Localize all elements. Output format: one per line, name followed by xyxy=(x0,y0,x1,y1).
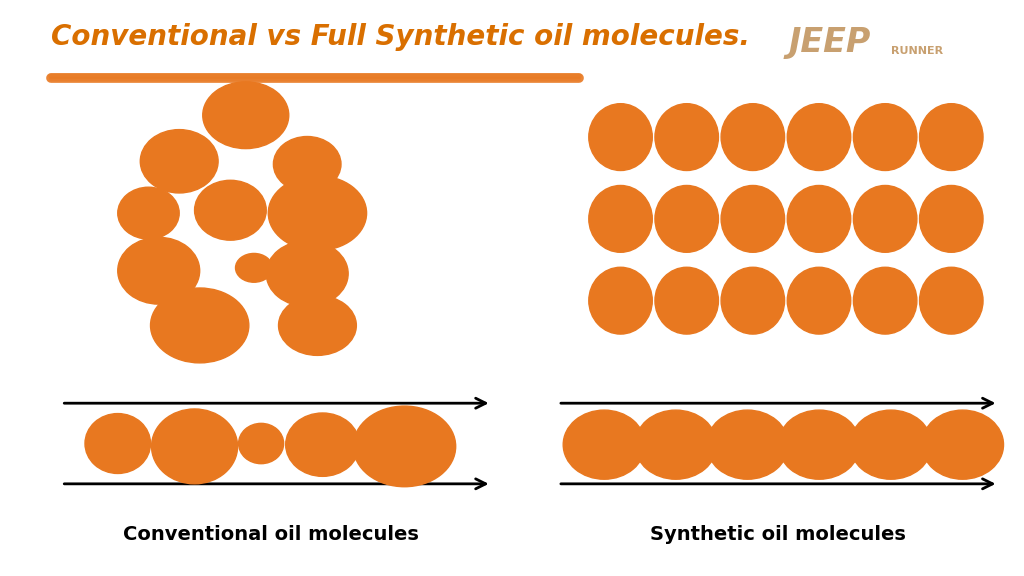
Ellipse shape xyxy=(778,410,860,479)
Ellipse shape xyxy=(118,237,200,304)
Ellipse shape xyxy=(353,406,456,487)
Ellipse shape xyxy=(655,104,719,170)
Ellipse shape xyxy=(920,185,983,252)
Text: Synthetic oil molecules: Synthetic oil molecules xyxy=(650,525,906,544)
Ellipse shape xyxy=(920,104,983,170)
Ellipse shape xyxy=(286,413,359,476)
Ellipse shape xyxy=(853,267,916,334)
Ellipse shape xyxy=(273,137,341,192)
Ellipse shape xyxy=(787,185,851,252)
Ellipse shape xyxy=(266,241,348,306)
Ellipse shape xyxy=(589,267,652,334)
Ellipse shape xyxy=(721,267,784,334)
Ellipse shape xyxy=(140,130,218,193)
Ellipse shape xyxy=(118,187,179,239)
Ellipse shape xyxy=(721,104,784,170)
Ellipse shape xyxy=(152,409,238,484)
Text: Conventional vs Full Synthetic oil molecules.: Conventional vs Full Synthetic oil molec… xyxy=(51,23,750,51)
Ellipse shape xyxy=(195,180,266,240)
Ellipse shape xyxy=(721,185,784,252)
Ellipse shape xyxy=(589,185,652,252)
Text: Conventional oil molecules: Conventional oil molecules xyxy=(124,525,419,544)
Ellipse shape xyxy=(236,253,272,282)
Ellipse shape xyxy=(635,410,717,479)
Ellipse shape xyxy=(563,410,645,479)
Ellipse shape xyxy=(853,185,916,252)
Ellipse shape xyxy=(655,267,719,334)
Ellipse shape xyxy=(655,185,719,252)
Text: RUNNER: RUNNER xyxy=(891,46,943,56)
Ellipse shape xyxy=(787,267,851,334)
Ellipse shape xyxy=(920,267,983,334)
Ellipse shape xyxy=(707,410,788,479)
Ellipse shape xyxy=(268,176,367,251)
Ellipse shape xyxy=(589,104,652,170)
Ellipse shape xyxy=(787,104,851,170)
Ellipse shape xyxy=(853,104,916,170)
Text: JEEP: JEEP xyxy=(788,26,870,59)
Ellipse shape xyxy=(922,410,1004,479)
Ellipse shape xyxy=(85,414,151,473)
Ellipse shape xyxy=(279,295,356,355)
Ellipse shape xyxy=(151,288,249,363)
Ellipse shape xyxy=(239,423,284,464)
Ellipse shape xyxy=(203,82,289,149)
Ellipse shape xyxy=(850,410,932,479)
